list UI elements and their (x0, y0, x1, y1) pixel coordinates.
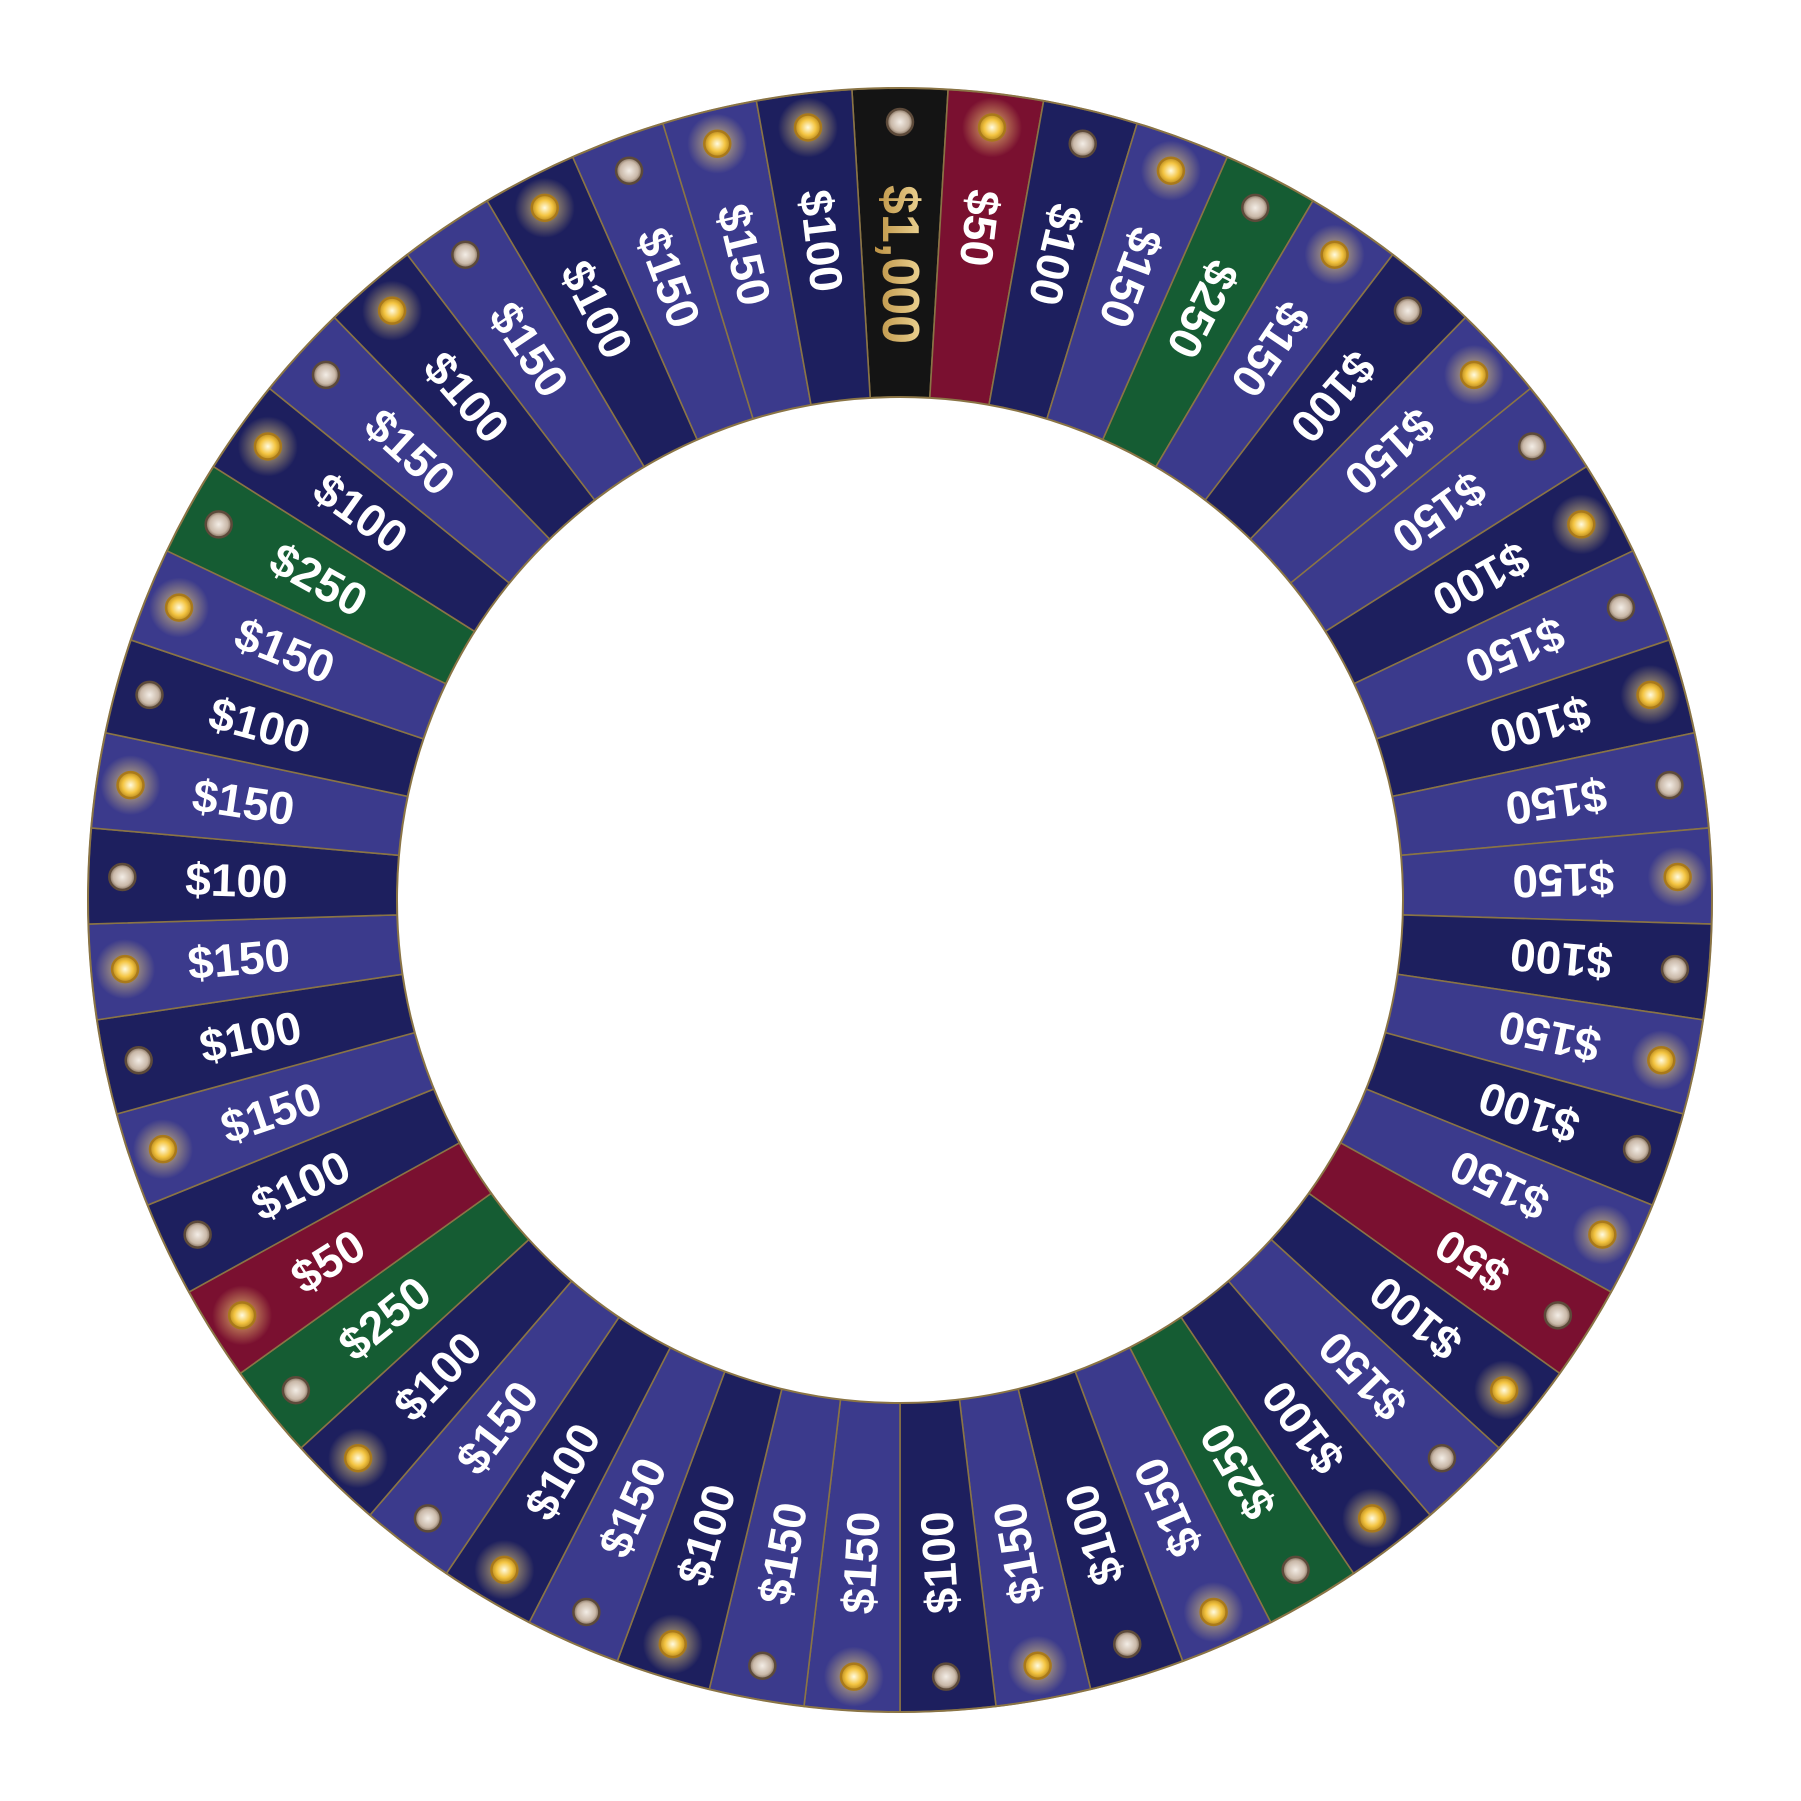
bulb-unlit-icon (1622, 1134, 1652, 1164)
bulb-lit-icon (977, 113, 1007, 142)
wheel-hub (396, 396, 1404, 1404)
bulb-lit-icon (164, 593, 194, 622)
outer-rim (87, 87, 1713, 1713)
bulb-lit-icon (1320, 240, 1349, 269)
bulb-unlit-icon (311, 360, 341, 390)
bulb-unlit-icon (204, 510, 233, 539)
bulb-unlit-icon (572, 1597, 601, 1627)
bulb-unlit-icon (1543, 1301, 1573, 1330)
bulb-unlit-icon (1112, 1629, 1142, 1659)
bulb-lit-icon (377, 296, 407, 325)
bulb-lit-icon (253, 432, 283, 461)
bulb-lit-icon (1636, 680, 1665, 710)
bulb-lit-icon (1156, 156, 1186, 185)
slot-label: $150 (832, 1510, 890, 1615)
bulb-unlit-icon (451, 240, 480, 269)
slot-label: $100 (790, 187, 854, 295)
bulb-lit-icon (1588, 1220, 1617, 1249)
bulb-unlit-icon (1606, 593, 1636, 622)
bulb-unlit-icon (1281, 1555, 1310, 1585)
bulb-unlit-icon (1241, 193, 1270, 223)
bulb-unlit-icon (108, 862, 137, 892)
slot-label: $150 (186, 929, 293, 990)
bulb-lit-icon (116, 770, 145, 800)
bulb-lit-icon (703, 129, 732, 159)
bulb-lit-icon (1459, 360, 1489, 390)
bulb-unlit-icon (135, 680, 164, 710)
bulb-lit-icon (343, 1443, 373, 1473)
bulb-lit-icon (1023, 1651, 1052, 1680)
slot-label: $150 (1512, 853, 1616, 908)
bulb-unlit-icon (281, 1375, 311, 1405)
slot-label: $50 (950, 187, 1011, 269)
bulb-lit-icon (1489, 1375, 1519, 1405)
bulb-lit-icon (490, 1555, 519, 1585)
bulb-unlit-icon (931, 1662, 961, 1691)
bulb-unlit-icon (1393, 296, 1423, 325)
bulb-lit-icon (227, 1301, 257, 1330)
bulb-unlit-icon (183, 1220, 212, 1249)
bulb-lit-icon (658, 1629, 688, 1659)
bulb-unlit-icon (1655, 770, 1684, 800)
bulb-lit-icon (1357, 1504, 1387, 1533)
bulb-lit-icon (148, 1134, 178, 1164)
bulb-lit-icon (110, 954, 140, 984)
bulb-lit-icon (793, 113, 823, 142)
bulb-lit-icon (1567, 510, 1596, 539)
bulb-unlit-icon (1427, 1443, 1457, 1473)
bulb-lit-icon (839, 1662, 869, 1691)
wheel-segments (87, 87, 1713, 1713)
bulb-lit-icon (1663, 862, 1692, 892)
bulb-lit-icon (530, 193, 559, 223)
bulb-unlit-icon (1660, 954, 1690, 984)
bulb-unlit-icon (1517, 432, 1547, 461)
bulb-unlit-icon (614, 156, 644, 185)
slot-label: $100 (1508, 929, 1615, 990)
bulb-unlit-icon (748, 1651, 777, 1680)
bulb-unlit-icon (885, 107, 915, 137)
bulb-unlit-icon (124, 1046, 153, 1075)
slot-label: $1,000 (871, 185, 929, 344)
slot-label: $100 (910, 1510, 968, 1615)
bulb-unlit-icon (1068, 129, 1097, 159)
bulb-unlit-icon (413, 1504, 443, 1533)
bulb-lit-icon (1647, 1046, 1676, 1075)
slot-label: $100 (185, 853, 289, 908)
bulb-lit-icon (1199, 1597, 1228, 1627)
